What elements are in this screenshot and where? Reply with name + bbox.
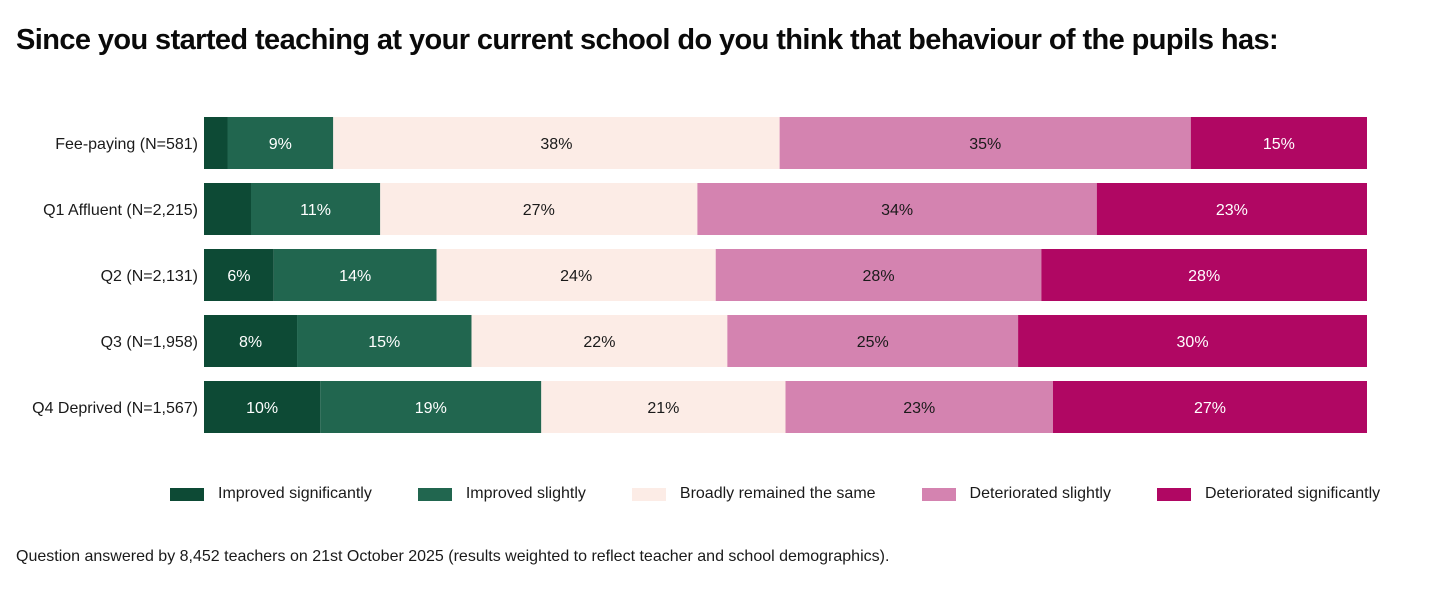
bar-segment-deteriorated-significantly (1018, 315, 1367, 367)
data-label: 22% (583, 334, 615, 351)
bar-segment-improved-slightly (250, 183, 381, 235)
bar-segment-improved-significantly (204, 117, 228, 169)
data-label: 38% (540, 136, 572, 153)
bar-segment-improved-significantly (204, 315, 298, 367)
legend-label: Broadly remained the same (679, 485, 876, 502)
data-label: 28% (1188, 268, 1220, 285)
bar-segment-broadly-remained-the-same (436, 249, 716, 301)
bar-segment-broadly-remained-the-same (380, 183, 698, 235)
bar-segment-improved-slightly (297, 315, 472, 367)
legend-item: Deteriorated significantly (1156, 485, 1381, 503)
data-label: 27% (523, 202, 555, 219)
data-label: 28% (863, 268, 895, 285)
data-label: 23% (903, 400, 935, 417)
legend-item: Broadly remained the same (631, 485, 876, 503)
category-label: Fee-paying (N=581) (55, 136, 198, 153)
data-label: 11% (300, 202, 331, 219)
legend-label: Improved slightly (465, 485, 586, 502)
legend-item: Improved slightly (417, 485, 586, 503)
bar-segment-deteriorated-significantly (1190, 117, 1367, 169)
bar-segment-deteriorated-slightly (727, 315, 1019, 367)
legend-label: Improved significantly (218, 485, 372, 502)
category-label: Q3 (N=1,958) (101, 334, 198, 351)
bar-segment-broadly-remained-the-same (541, 381, 786, 433)
data-label: 35% (969, 136, 1001, 153)
bar-segment-improved-significantly (204, 249, 274, 301)
bar-segment-improved-slightly (227, 117, 334, 169)
data-label: 27% (1194, 400, 1226, 417)
bar-segment-deteriorated-slightly (785, 381, 1053, 433)
chart-legend: Improved significantly Improved slightly B… (170, 485, 1380, 503)
bar-segment-deteriorated-slightly (779, 117, 1191, 169)
bar-segment-deteriorated-slightly (715, 249, 1042, 301)
chart-title: Since you started teaching at your curre… (16, 24, 1279, 56)
data-label: 8% (239, 334, 262, 351)
data-label: 15% (1263, 136, 1295, 153)
category-label: Q4 Deprived (N=1,567) (32, 400, 198, 417)
bar-segment-improved-significantly (204, 381, 321, 433)
legend-swatch (417, 487, 452, 501)
data-label: 21% (647, 400, 679, 417)
data-label: 6% (227, 268, 250, 285)
bar-segment-improved-slightly (273, 249, 437, 301)
legend-label: Deteriorated slightly (969, 485, 1111, 502)
legend-label: Deteriorated significantly (1204, 485, 1381, 502)
data-label: 30% (1177, 334, 1209, 351)
data-label: 34% (881, 202, 913, 219)
bar-segment-broadly-remained-the-same (333, 117, 780, 169)
bar-segment-improved-significantly (204, 183, 251, 235)
data-label: 10% (246, 400, 278, 417)
legend-swatch (921, 487, 956, 501)
category-label: Q1 Affluent (N=2,215) (43, 202, 198, 219)
data-label: 23% (1216, 202, 1248, 219)
legend-item: Deteriorated slightly (921, 485, 1111, 503)
legend-item: Improved significantly (170, 485, 372, 503)
data-label: 14% (339, 268, 371, 285)
data-label: 25% (857, 334, 889, 351)
bar-segment-improved-slightly (320, 381, 542, 433)
footnote: Question answered by 8,452 teachers on 2… (16, 548, 890, 565)
bar-segment-broadly-remained-the-same (471, 315, 728, 367)
data-label: 24% (560, 268, 592, 285)
bar-segment-deteriorated-slightly (697, 183, 1097, 235)
legend-swatch (170, 487, 204, 501)
bar-segment-deteriorated-significantly (1041, 249, 1367, 301)
legend-swatch (1156, 487, 1191, 501)
legend-swatch (631, 487, 666, 501)
data-label: 19% (415, 400, 447, 417)
stacked-bar-chart: Fee-paying (N=581) 9% 38% 35% 15% Q1 Affluent… (32, 117, 1367, 433)
bar-segment-deteriorated-significantly (1052, 381, 1367, 433)
data-label: 9% (269, 136, 292, 153)
category-label: Q2 (N=2,131) (101, 268, 198, 285)
bar-segment-deteriorated-significantly (1096, 183, 1367, 235)
data-label: 15% (368, 334, 400, 351)
